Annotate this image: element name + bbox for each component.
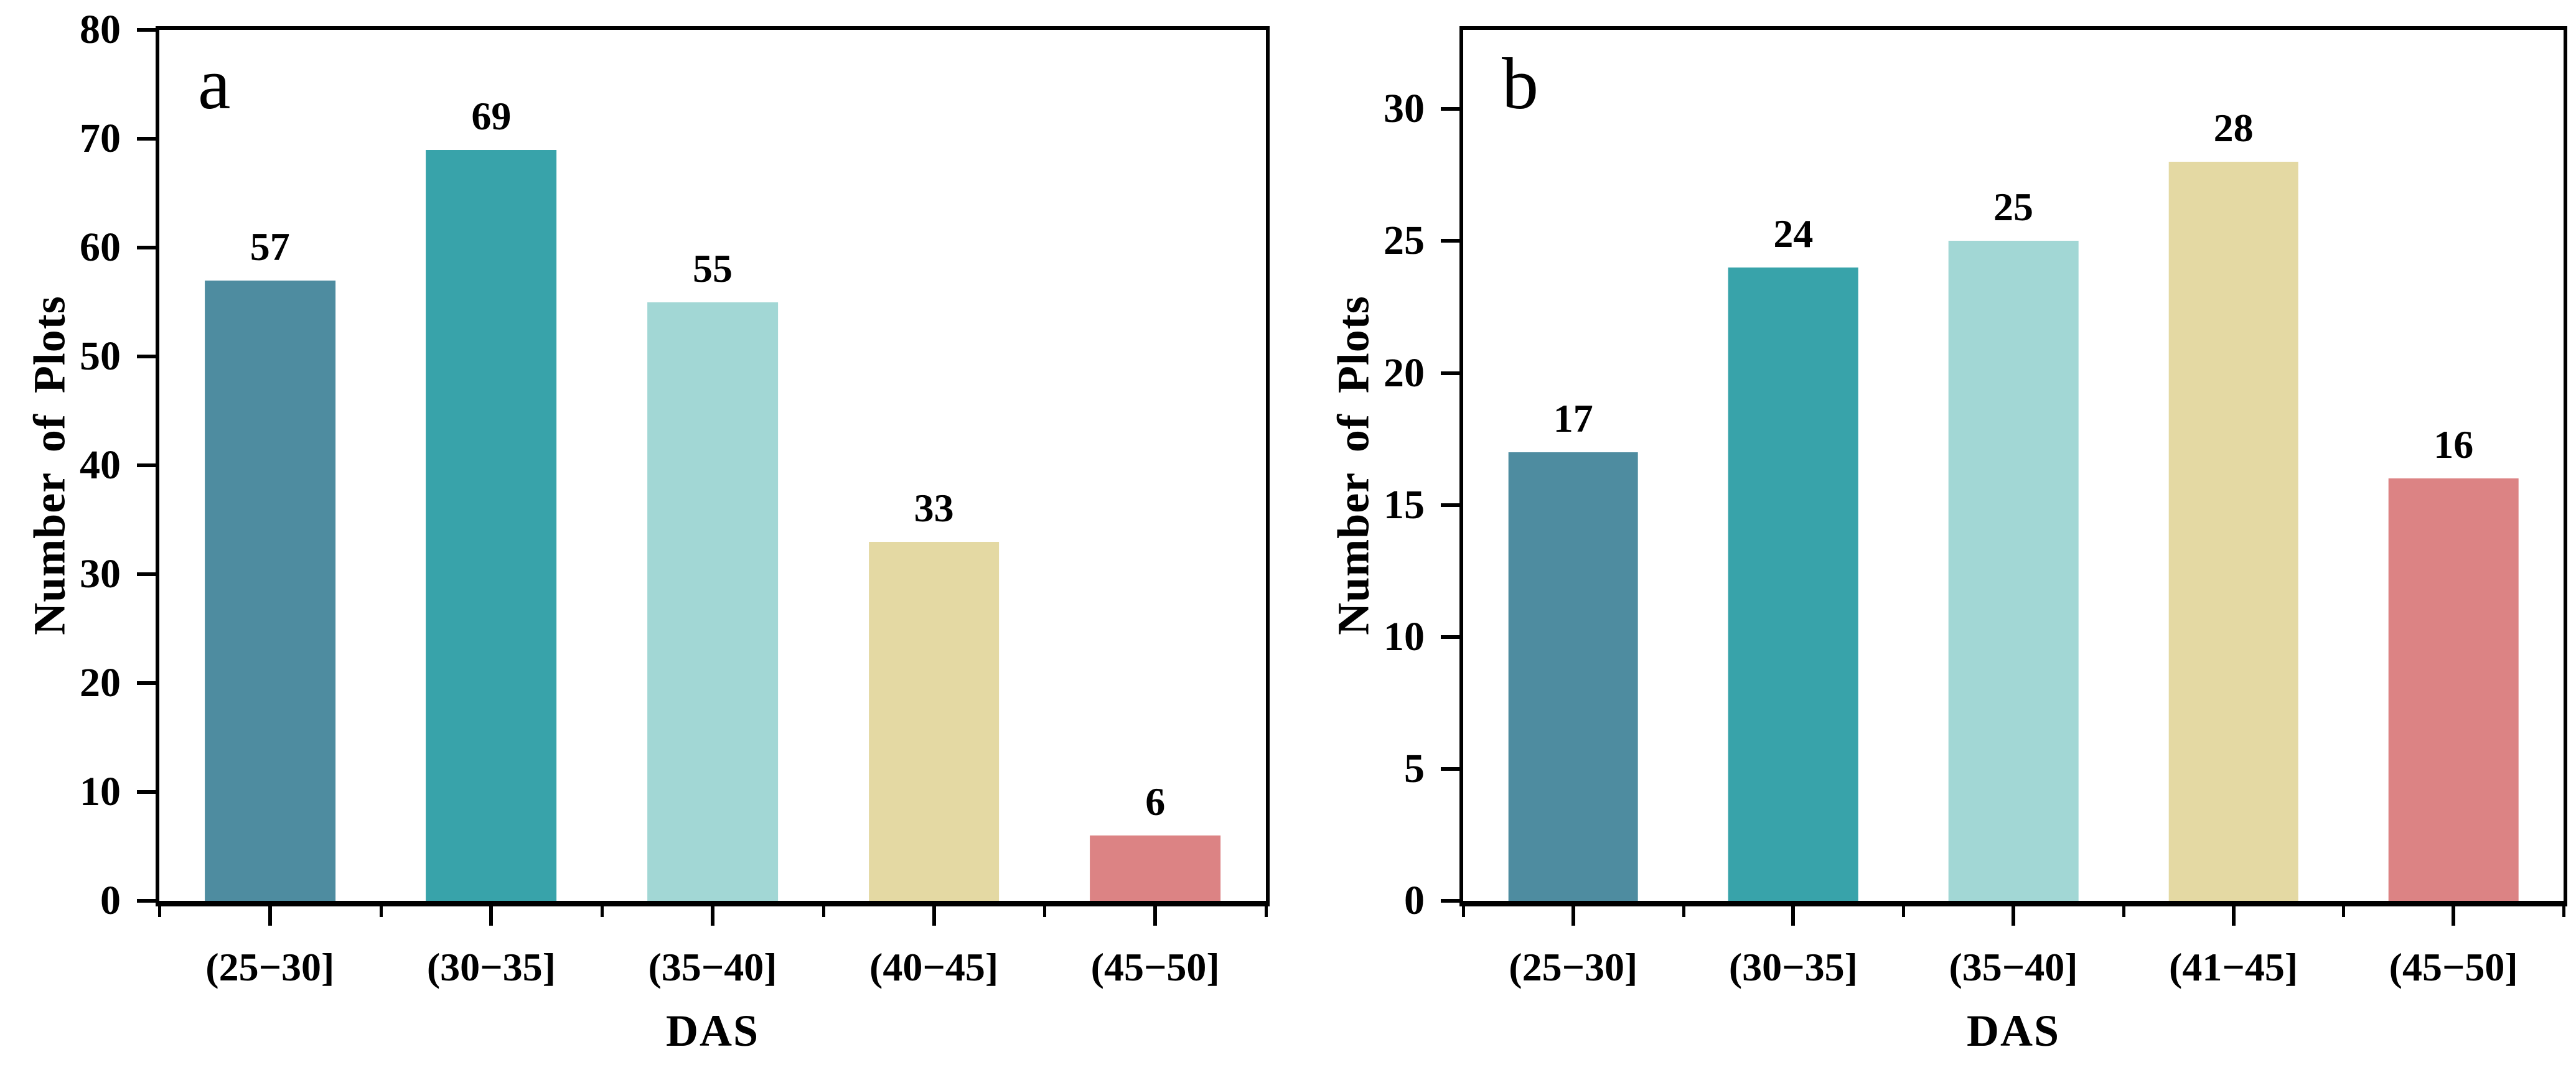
y-axis-tick-label: 70	[80, 116, 121, 161]
x-axis-tick-label: (25−30]	[1509, 945, 1638, 989]
bar	[2168, 162, 2298, 901]
bar	[1728, 267, 1858, 901]
x-axis-tick-label: (45−50]	[1090, 945, 1220, 989]
bar	[868, 541, 1000, 901]
x-axis-tick-label: (41−45]	[2169, 945, 2298, 989]
x-axis-major-tick	[1571, 901, 1575, 926]
x-axis-minor-tick	[822, 901, 825, 917]
y-axis-tick-label: 10	[1384, 613, 1425, 659]
y-axis-tick	[137, 355, 159, 358]
y-axis-tick	[1441, 635, 1463, 639]
bar-value-label: 69	[471, 93, 512, 138]
bar-value-label: 16	[2433, 422, 2474, 467]
bar-value-label: 24	[1773, 211, 1814, 256]
x-axis-major-tick	[2452, 901, 2456, 926]
x-axis-major-tick	[711, 901, 714, 926]
y-axis-tick-label: 0	[100, 878, 121, 923]
y-axis-tick-label: 25	[1384, 218, 1425, 264]
x-axis-major-tick	[2231, 901, 2236, 926]
x-axis-minor-tick	[158, 901, 161, 917]
x-axis-major-tick	[1791, 901, 1796, 926]
x-axis-major-tick	[1153, 901, 1158, 926]
panel-b-y-axis-title: Number of Plots	[1328, 296, 1379, 635]
bar-value-label: 28	[2213, 106, 2254, 151]
bar-value-label: 57	[250, 224, 290, 269]
x-axis-minor-tick	[379, 901, 383, 917]
y-axis-tick	[137, 28, 159, 32]
bar	[426, 149, 557, 901]
y-axis-tick	[1441, 371, 1463, 375]
x-axis-tick-label: (35−40]	[1949, 945, 2078, 989]
y-axis-tick-label: 20	[80, 660, 121, 705]
bar-value-label: 33	[914, 485, 954, 530]
y-axis-tick-label: 0	[1404, 878, 1425, 923]
y-axis-tick	[1441, 766, 1463, 771]
x-axis-minor-tick	[1902, 901, 1906, 917]
x-axis-minor-tick	[2342, 901, 2346, 917]
bar-value-label: 55	[693, 246, 733, 291]
bar	[647, 302, 778, 901]
x-axis-minor-tick	[601, 901, 604, 917]
bar	[1090, 835, 1221, 901]
x-axis-tick-label: (40−45]	[869, 945, 999, 989]
x-axis-minor-tick	[2122, 901, 2125, 917]
bar	[204, 280, 335, 901]
panel-a-x-axis-title: DAS	[665, 1006, 760, 1056]
y-axis-tick-label: 50	[80, 333, 121, 379]
x-axis-major-tick	[268, 901, 272, 926]
y-axis-tick-label: 15	[1384, 482, 1425, 528]
y-axis-tick	[137, 681, 159, 685]
bar-value-label: 25	[1993, 185, 2033, 230]
x-axis-minor-tick	[1265, 901, 1268, 917]
y-axis-tick-label: 80	[80, 7, 121, 52]
y-axis-tick	[137, 463, 159, 467]
y-axis-tick-label: 10	[80, 769, 121, 814]
x-axis-major-tick	[932, 901, 936, 926]
y-axis-tick-label: 60	[80, 225, 121, 270]
panel-a-y-axis-title: Number of Plots	[24, 296, 75, 635]
bar-value-label: 17	[1553, 396, 1593, 440]
bar	[1508, 452, 1639, 901]
y-axis-tick	[137, 899, 159, 903]
x-axis-tick-label: (35−40]	[648, 945, 777, 989]
y-axis-tick-label: 40	[80, 442, 121, 488]
y-axis-tick-label: 30	[80, 551, 121, 597]
panel-a-plot-area: a Number of Plots DAS 0 10 20 30 40 50 60 70 80 5…	[25, 9, 1270, 1056]
x-axis-tick-label: (30−35]	[426, 945, 556, 989]
x-axis-major-tick	[2012, 901, 2015, 926]
y-axis-tick-label: 30	[1384, 86, 1425, 132]
panel-b-plot-area: b Number of Plots DAS 0 5 10 15 20 25 30 17 (25−…	[1329, 26, 2567, 1056]
x-axis-minor-tick	[1043, 901, 1047, 917]
x-axis-tick-label: (30−35]	[1728, 945, 1858, 989]
panel-a-letter: a	[198, 43, 231, 124]
y-axis-tick-label: 5	[1404, 745, 1425, 791]
y-axis-tick	[137, 137, 159, 141]
bar	[1948, 241, 2079, 901]
bar	[2388, 478, 2519, 901]
y-axis-tick	[1441, 503, 1463, 507]
y-axis-tick	[1441, 239, 1463, 243]
y-axis-tick-label: 20	[1384, 350, 1425, 396]
y-axis-tick	[137, 790, 159, 794]
y-axis-tick	[137, 572, 159, 576]
panel-b-x-axis-title: DAS	[1966, 1006, 2061, 1056]
y-axis-tick	[1441, 899, 1463, 903]
y-axis-tick	[137, 246, 159, 249]
x-axis-minor-tick	[1682, 901, 1685, 917]
x-axis-tick-label: (25−30]	[205, 945, 335, 989]
x-axis-minor-tick	[2562, 901, 2565, 917]
bar-value-label: 6	[1145, 779, 1166, 824]
y-axis-tick	[1441, 107, 1463, 111]
x-axis-major-tick	[489, 901, 494, 926]
panel-b-letter: b	[1502, 43, 1539, 124]
x-axis-tick-label: (45−50]	[2389, 945, 2518, 989]
x-axis-minor-tick	[1462, 901, 1465, 917]
